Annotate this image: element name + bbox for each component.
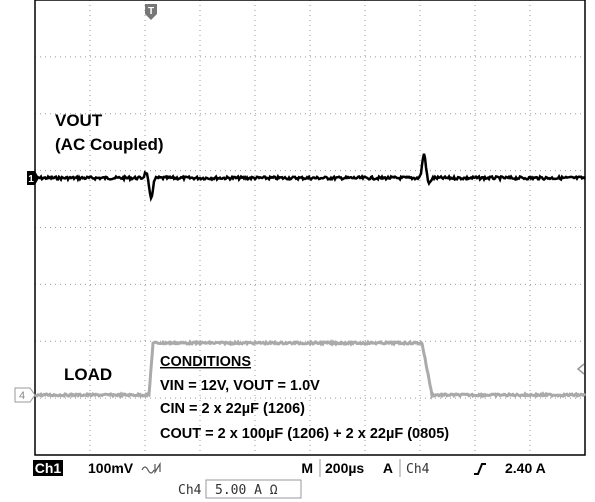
ch1-marker: 1	[28, 174, 34, 185]
ch4-marker: 4	[19, 390, 25, 402]
ch1-marker-bg	[27, 171, 39, 185]
ch1-status: Ch1	[35, 460, 62, 476]
trigger-marker-bg	[145, 4, 157, 20]
trigger-label: A	[383, 460, 393, 476]
condition-line: CIN = 2 x 22µF (1206)	[160, 401, 305, 417]
load-label: LOAD	[64, 365, 112, 384]
conditions-title: CONDITIONS	[160, 354, 251, 370]
ch4-scale: 5.00 A Ω	[215, 483, 278, 498]
load-trace	[34, 339, 587, 400]
grid	[35, 0, 585, 455]
vout-trace	[34, 153, 586, 203]
trigger-level: 2.40 A	[505, 460, 546, 476]
timebase: 200µs	[325, 460, 364, 476]
screen-border	[34, 0, 586, 456]
trigger-source: Ch4	[406, 462, 430, 477]
ch4-status: Ch4	[178, 483, 202, 498]
trigger-slope	[474, 463, 486, 475]
ch1-scale: 100mV	[88, 460, 134, 476]
ch1-badge	[33, 460, 63, 476]
trigger-marker: T	[148, 6, 154, 17]
arrow	[576, 363, 585, 375]
coupling-icon	[141, 461, 161, 475]
vout-label: VOUT	[55, 111, 103, 130]
condition-line: VIN = 12V, VOUT = 1.0V	[160, 378, 320, 394]
traces	[34, 153, 587, 400]
timebase-label: M	[301, 460, 313, 476]
ch4-scale-box	[205, 479, 302, 499]
ch4-marker-bg	[14, 387, 36, 403]
vout-note: (AC Coupled)	[55, 135, 164, 154]
condition-line: COUT = 2 x 100µF (1206) + 2 x 22µF (0805…	[160, 426, 449, 442]
